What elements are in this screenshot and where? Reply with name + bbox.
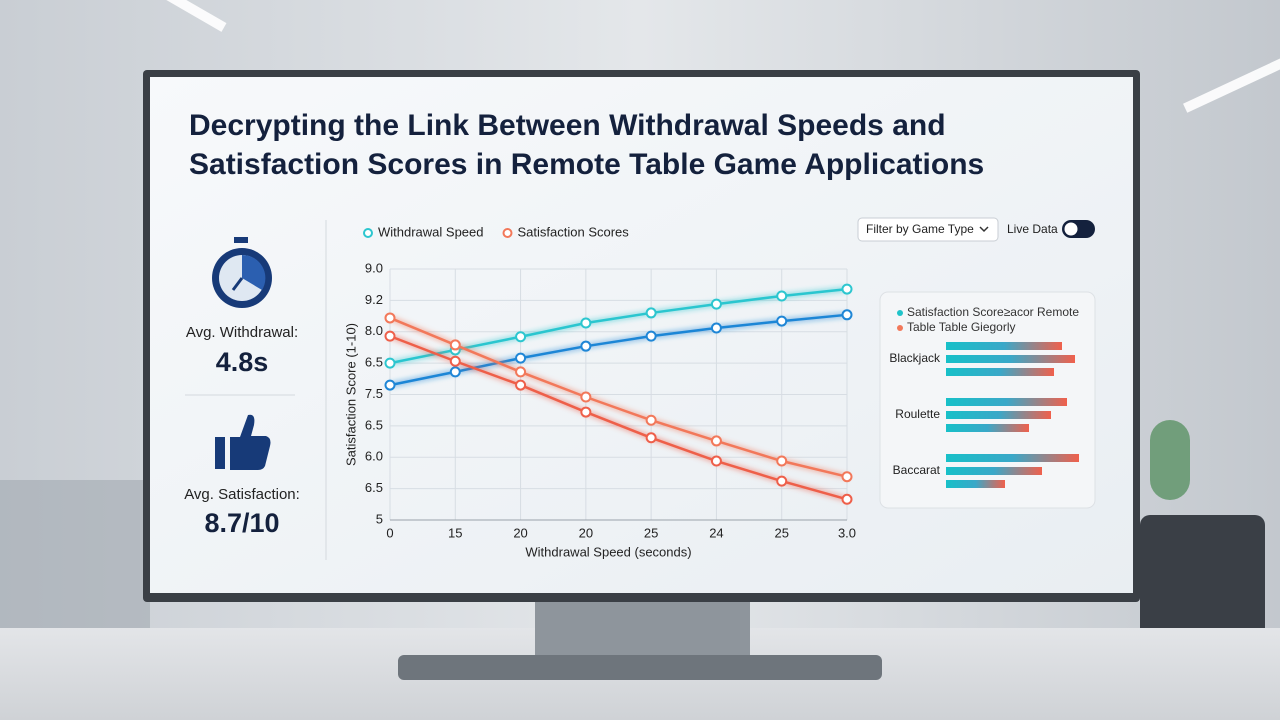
x-tick-label: 20 <box>579 525 593 540</box>
filter-label[interactable]: Filter by Game Type <box>866 222 974 236</box>
kpi-label: Avg. Satisfaction: <box>184 486 300 503</box>
data-point <box>841 493 853 505</box>
data-point <box>580 391 592 403</box>
bar <box>946 454 1079 462</box>
y-tick-label: 6.5 <box>365 355 383 370</box>
x-tick-label: 0 <box>386 525 393 540</box>
title-line: Decrypting the Link Between Withdrawal S… <box>189 109 946 142</box>
series-line <box>389 313 848 387</box>
data-point <box>710 455 722 467</box>
ceiling-light <box>1183 57 1280 113</box>
bar <box>946 368 1054 376</box>
data-point <box>580 340 592 352</box>
legend-marker <box>502 228 513 238</box>
ceiling-light <box>143 0 227 32</box>
data-point <box>515 379 527 391</box>
legend-marker <box>897 310 903 316</box>
bar <box>946 467 1042 475</box>
bar-category: Roulette <box>895 407 940 421</box>
legend-marker <box>363 228 373 238</box>
data-point <box>384 357 396 369</box>
data-point <box>776 290 788 302</box>
y-tick-label: 6.5 <box>365 480 383 495</box>
series-line <box>389 287 848 365</box>
plant <box>1150 420 1190 500</box>
monitor-base <box>398 655 882 680</box>
data-point <box>710 298 722 310</box>
x-tick-label: 3.0 <box>838 525 856 540</box>
data-point <box>384 379 396 391</box>
bar <box>946 411 1051 419</box>
data-point <box>515 352 527 364</box>
series-line <box>389 316 848 478</box>
data-point <box>776 475 788 487</box>
bar <box>946 342 1062 350</box>
monitor-neck <box>535 598 750 660</box>
data-point <box>580 317 592 329</box>
y-tick-label: 8.0 <box>365 323 383 338</box>
y-tick-label: 5 <box>376 511 383 526</box>
data-point <box>384 330 396 342</box>
stopwatch-icon <box>212 237 272 308</box>
y-tick-label: 6.5 <box>365 417 383 432</box>
toggle-label: Live Data <box>1007 222 1058 236</box>
data-point <box>645 307 657 319</box>
data-point <box>776 315 788 327</box>
x-axis-label: Withdrawal Speed (seconds) <box>525 544 691 559</box>
data-point <box>776 455 788 467</box>
data-point <box>841 309 853 321</box>
bar-category: Blackjack <box>889 351 941 365</box>
x-tick-label: 25 <box>644 525 658 540</box>
data-point <box>645 330 657 342</box>
legend-label: Satisfaction Score≥acor Remote <box>907 305 1079 319</box>
legend-label: Satisfaction Scores <box>518 224 630 239</box>
x-tick-label: 20 <box>513 525 527 540</box>
office-chair <box>1140 515 1265 645</box>
y-tick-label: 7.5 <box>365 386 383 401</box>
legend-marker <box>897 325 903 331</box>
data-point <box>515 366 527 378</box>
toggle-knob <box>1064 222 1078 236</box>
data-point <box>449 366 461 378</box>
x-tick-label: 25 <box>774 525 788 540</box>
bar <box>946 480 1005 488</box>
data-point <box>710 435 722 447</box>
data-point <box>841 283 853 295</box>
series-line <box>389 334 848 501</box>
bar <box>946 424 1029 432</box>
data-point <box>841 471 853 483</box>
data-point <box>515 331 527 343</box>
kpi-label: Avg. Withdrawal: <box>186 324 298 341</box>
x-tick-label: 15 <box>448 525 462 540</box>
kpi-value: 8.7/10 <box>204 508 279 538</box>
title-line: Satisfaction Scores in Remote Table Game… <box>189 148 984 181</box>
y-tick-label: 6.0 <box>365 449 383 464</box>
data-point <box>449 339 461 351</box>
y-axis-label: Satisfaction Score (1-10) <box>343 323 358 466</box>
office-chair <box>0 480 150 630</box>
y-tick-label: 9.2 <box>365 292 383 307</box>
data-point <box>645 432 657 444</box>
bar <box>946 398 1067 406</box>
legend-label: Table Table Giegorly <box>907 320 1016 334</box>
kpi-value: 4.8s <box>216 347 269 377</box>
legend-label: Withdrawal Speed <box>378 224 484 239</box>
dropdown-caret <box>979 226 989 233</box>
bar <box>946 355 1075 363</box>
y-tick-label: 9.0 <box>365 260 383 275</box>
x-tick-label: 24 <box>709 525 723 540</box>
data-point <box>449 355 461 367</box>
data-point <box>580 406 592 418</box>
data-point <box>384 312 396 324</box>
thumbs-up-icon <box>215 414 271 470</box>
data-point <box>645 414 657 426</box>
filter-dropdown[interactable] <box>857 217 999 242</box>
bar-category: Baccarat <box>893 463 941 477</box>
data-point <box>710 322 722 334</box>
